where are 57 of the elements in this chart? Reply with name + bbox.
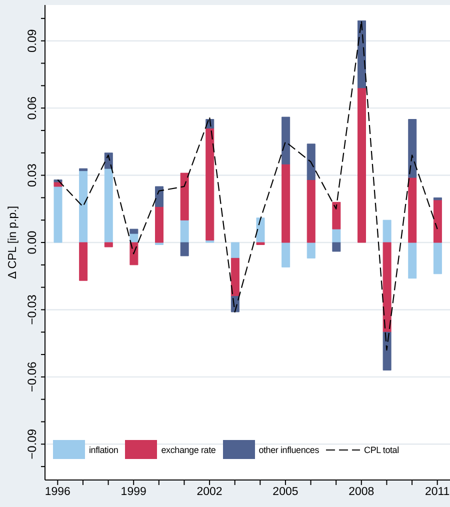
bar	[180, 242, 189, 256]
bar	[79, 168, 88, 172]
bar	[206, 128, 214, 241]
bar	[155, 186, 164, 207]
bar	[282, 116, 290, 164]
bar	[130, 242, 138, 266]
bar	[408, 177, 417, 243]
y-tick-label: −0.06	[25, 361, 40, 392]
y-tick-label: 0.03	[25, 163, 40, 187]
legend-label: inflation	[89, 444, 118, 454]
bar	[332, 228, 341, 243]
y-tick-label: 0.09	[25, 28, 40, 53]
bar	[382, 220, 392, 243]
bar	[230, 242, 240, 258]
legend-label: other influences	[258, 444, 320, 454]
bar	[408, 242, 417, 279]
bar	[332, 242, 341, 252]
bar	[306, 242, 316, 258]
bar	[382, 242, 392, 332]
bar	[256, 242, 265, 245]
bar	[54, 186, 62, 243]
x-tick-label: 2002	[196, 486, 222, 498]
bar	[104, 168, 113, 243]
bar	[433, 197, 442, 200]
bar	[382, 332, 392, 370]
y-tick-label: −0.03	[25, 294, 40, 325]
line-series	[57, 20, 438, 351]
bar	[79, 242, 88, 281]
bar	[180, 220, 189, 243]
bar	[358, 88, 366, 243]
bar	[155, 206, 164, 243]
bar	[306, 180, 316, 243]
bar	[230, 258, 240, 297]
bar	[332, 202, 341, 230]
legend-label: exchange rate	[161, 444, 216, 454]
legend-label: CPL total	[364, 444, 399, 454]
bar	[79, 170, 88, 243]
x-tick-label: 1999	[120, 486, 146, 498]
x-tick-label: 2011	[424, 486, 450, 498]
y-tick-label: 0.06	[25, 96, 40, 120]
bar	[206, 240, 214, 243]
bar	[282, 242, 290, 268]
bar	[306, 144, 316, 180]
bar	[180, 172, 189, 220]
bar	[256, 218, 265, 243]
bar	[408, 119, 417, 178]
bar	[282, 164, 290, 243]
bar	[433, 200, 442, 243]
x-tick-label: 2008	[348, 486, 374, 498]
bar	[104, 242, 113, 248]
y-axis-title: Δ CPL [in p.p.]	[7, 206, 20, 280]
bar	[433, 242, 442, 274]
x-tick-label: 1996	[44, 486, 70, 498]
bar	[130, 228, 138, 234]
x-tick-label: 2005	[272, 486, 298, 498]
y-tick-label: −0.09	[25, 428, 40, 460]
y-tick-label: 0.00	[25, 230, 40, 254]
